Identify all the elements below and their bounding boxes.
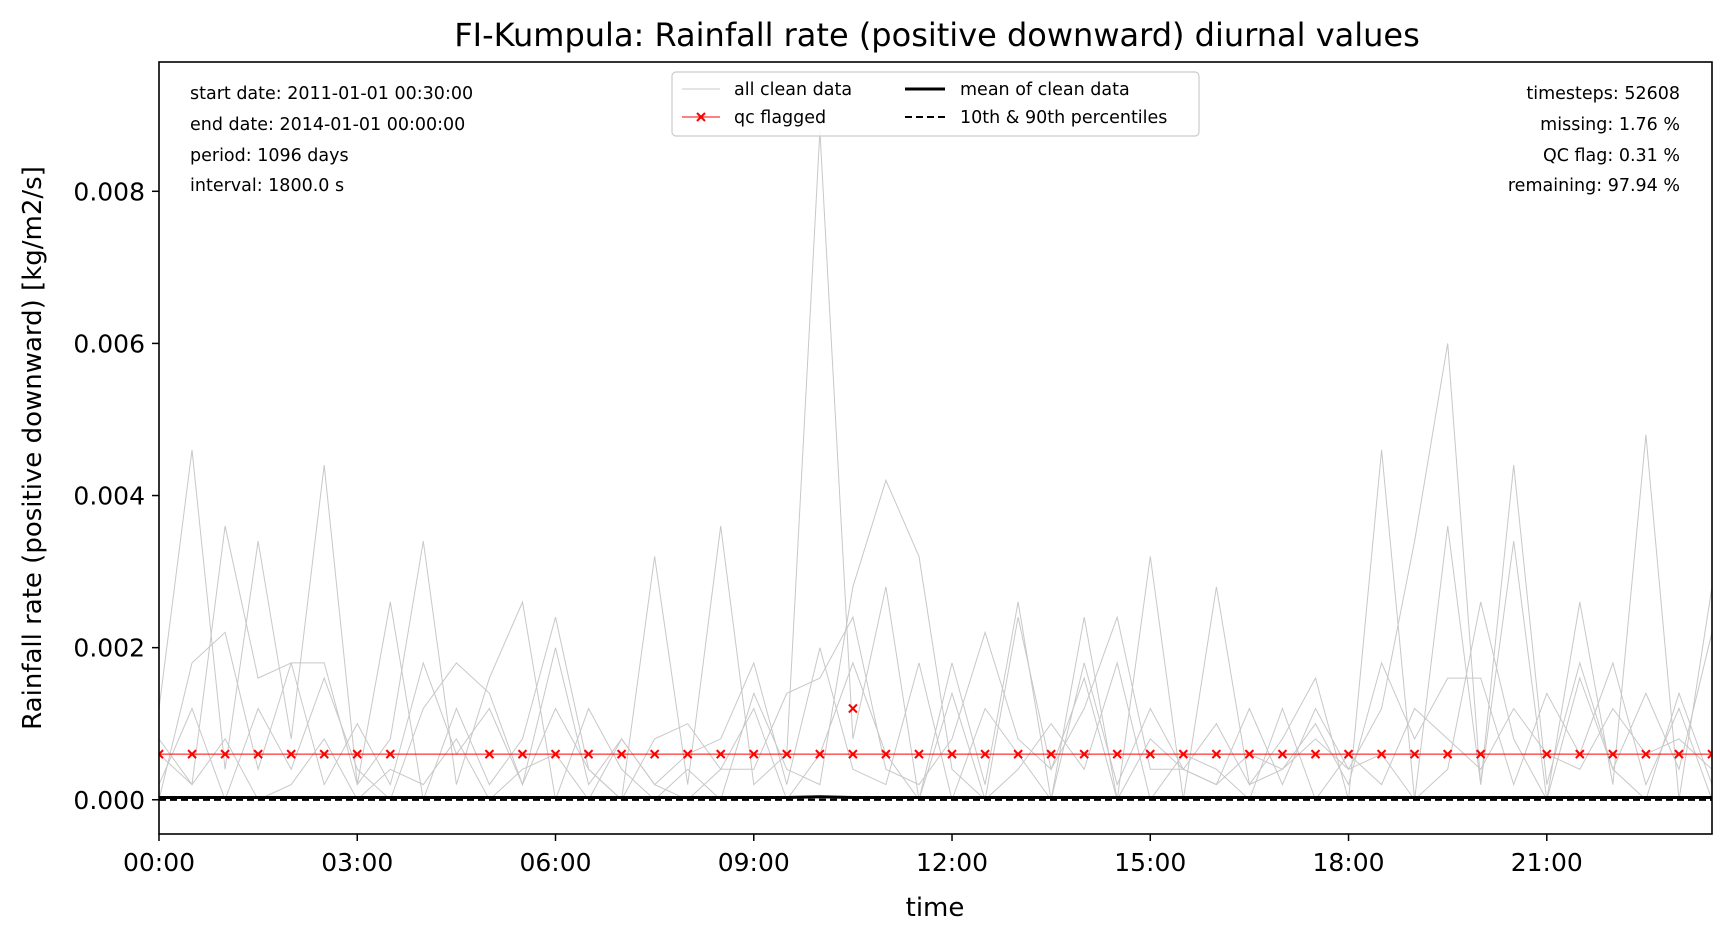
info-left-block: start date: 2011-01-01 00:30:00 end date… [190,84,473,196]
qc-flagged-marker [1244,749,1255,759]
x-tick-label: 09:00 [718,848,790,877]
qc-flagged-marker [484,749,495,759]
info-right-block: timesteps: 52608 missing: 1.76 % QC flag… [1508,84,1680,196]
qc-flagged-marker [1112,749,1122,759]
qc-flagged-marker [1310,749,1321,759]
qc-flagged-marker [159,749,164,759]
qc-flagged-marker [187,749,197,759]
qc-flagged-marker [1211,749,1222,759]
x-tick-label: 06:00 [519,848,591,877]
chart-title: FI-Kumpula: Rainfall rate (positive down… [454,16,1420,54]
qc-flagged-marker [1277,749,1288,759]
info-start-date: start date: 2011-01-01 00:30:00 [190,84,473,104]
qc-flagged-marker [550,749,561,759]
qc-flagged-marker [1542,749,1552,759]
legend: all clean data qc flagged mean of clean … [671,71,1200,137]
qc-flagged-marker [253,749,263,759]
info-missing: missing: 1.76 % [1540,115,1680,135]
qc-flagged-marker [749,749,759,759]
qc-flagged-marker [1707,749,1712,759]
info-end-date: end date: 2014-01-01 00:00:00 [190,115,465,135]
qc-flagged-marker [649,749,660,759]
qc-flagged-marker [385,749,396,759]
axes-frame [158,61,1713,835]
qc-flagged-marker [517,749,528,759]
qc-flagged-layer [159,703,1712,759]
clean-data-line-5 [159,661,1712,801]
qc-flagged-marker [914,749,924,759]
qc-flagged-marker [848,749,858,759]
x-axis-ticks: 00:00 03:00 06:00 09:00 12:00 15:00 18:00 21:00 [123,834,1583,877]
qc-flagged-marker [782,749,792,759]
qc-flagged-marker [1376,749,1387,759]
y-axis-label: Rainfall rate (positive downward) [kg/m2… [18,166,48,730]
qc-flagged-marker [682,749,693,759]
info-period: period: 1096 days [190,146,349,166]
qc-flagged-marker [1608,749,1618,759]
mean-line-layer [159,795,1712,799]
x-axis-label: time [906,893,965,923]
x-tick-label: 21:00 [1511,848,1583,877]
y-tick-label: 0.008 [73,177,145,206]
x-tick-label: 03:00 [321,848,393,877]
x-tick-label: 15:00 [1114,848,1186,877]
qc-flagged-marker [616,749,627,759]
qc-flagged-marker [980,749,990,759]
qc-flagged-marker [220,749,230,759]
clean-data-line-4 [159,601,1712,802]
qc-flagged-marker [1046,749,1056,759]
y-tick-label: 0.002 [73,634,145,663]
y-axis-ticks: 0.000 0.002 0.004 0.006 0.008 [73,177,159,815]
qc-flagged-marker [1079,749,1089,759]
qc-flagged-marker [1641,749,1651,759]
legend-box [671,71,1200,137]
qc-flagged-marker [1013,749,1023,759]
qc-flagged-marker [286,749,296,759]
qc-flagged-marker [1442,749,1453,759]
qc-flagged-marker [1145,749,1155,759]
legend-label-qc: qc flagged [734,108,826,128]
legend-label-mean: mean of clean data [960,80,1130,100]
y-tick-label: 0.004 [73,482,145,511]
qc-flagged-marker [815,749,825,759]
qc-flagged-marker [319,749,329,759]
legend-label-clean: all clean data [734,80,852,100]
x-tick-label: 18:00 [1313,848,1385,877]
qc-flagged-marker [583,749,594,759]
qc-flagged-marker [1674,749,1684,759]
qc-flagged-marker [947,749,957,759]
qc-flagged-marker [1575,749,1585,759]
info-qc-flag: QC flag: 0.31 % [1543,146,1680,166]
qc-flagged-marker [716,749,726,759]
qc-flagged-marker [848,703,858,714]
qc-flagged-marker [1343,749,1354,759]
info-remaining: remaining: 97.94 % [1508,176,1680,196]
clean-data-line-1 [159,130,1712,802]
y-tick-label: 0.006 [73,329,145,358]
y-tick-label: 0.000 [73,786,145,815]
clean-data-line-3 [159,525,1712,802]
qc-flagged-marker [1409,749,1420,759]
clean-data-line-2 [159,343,1712,802]
qc-flagged-marker [352,749,362,759]
legend-swatch-qc-marker [696,112,706,122]
plot-area [158,61,1713,835]
x-tick-label: 12:00 [916,848,988,877]
info-timesteps: timesteps: 52608 [1526,84,1680,104]
mean-line [159,795,1712,799]
qc-flagged-marker [881,749,891,759]
qc-flagged-marker [1178,749,1189,759]
legend-label-percentiles: 10th & 90th percentiles [960,108,1167,128]
qc-flagged-marker [1475,749,1486,759]
clean-data-lines [159,130,1712,802]
info-interval: interval: 1800.0 s [190,176,344,196]
x-tick-label: 00:00 [123,848,195,877]
